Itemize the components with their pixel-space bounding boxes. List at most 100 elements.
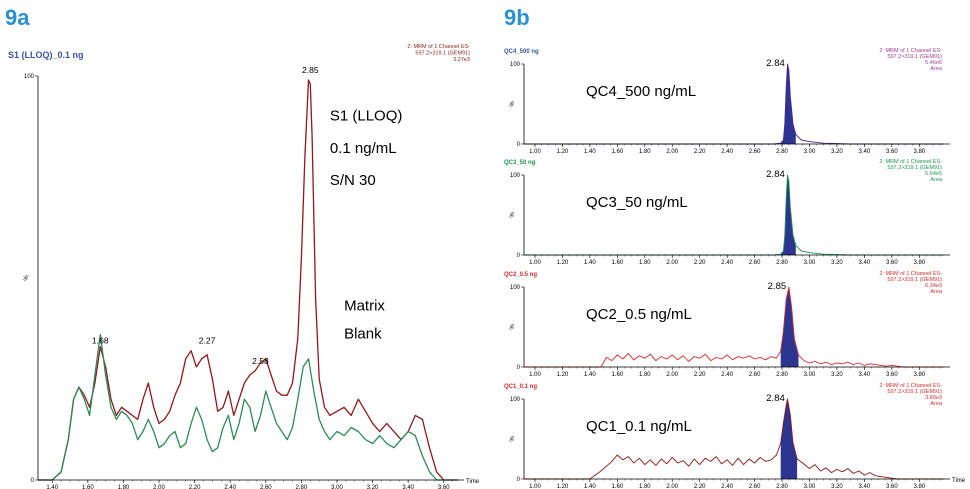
panel0-annotation: Blank <box>344 326 382 343</box>
panel3-x-tick-label: 1.40 <box>584 372 596 378</box>
panel1-y-axis-label: % <box>510 101 516 107</box>
panel2-x-tick-label: 3.20 <box>831 260 843 266</box>
panel0-x-tick-label: 2.80 <box>296 485 308 489</box>
panel3-y-tick-label: 100 <box>510 285 521 291</box>
panel2-x-tick-label: 2.00 <box>666 260 678 266</box>
panel2-x-tick-label: 3.40 <box>859 260 871 266</box>
panel3-x-tick-label: 2.40 <box>721 372 733 378</box>
panel0-series-line-1 <box>38 333 458 481</box>
panel0-annotation: S/N 30 <box>330 172 376 189</box>
panel4-x-tick-label: 2.80 <box>776 484 788 489</box>
panel1-x-tick-label: 3.80 <box>913 149 925 155</box>
panel1-x-tick-label: 3.00 <box>804 149 816 155</box>
panel3-header-line: 6.34e3 <box>925 283 942 289</box>
panel1-y-tick-label: 100 <box>510 62 521 68</box>
panel4-header-line: 597.2>319.1 (GEM91) <box>887 389 942 395</box>
panel4-x-tick-label: 1.80 <box>639 484 651 489</box>
panel3-x-tick-label: 1.60 <box>611 372 623 378</box>
panel0-annotation: 0.1 ng/mL <box>330 140 397 157</box>
panel3-peak-area <box>780 287 799 367</box>
panel1-header-line: 2: MRM of 1 Channel ES- <box>879 48 942 54</box>
panel2-x-tick-label: 3.80 <box>913 260 925 266</box>
panel3-y-axis-label: % <box>510 324 516 330</box>
figure-label-9a: 9a <box>5 5 30 30</box>
panel2-x-tick-label: 1.20 <box>557 260 569 266</box>
panel2-title: QC3_50 ng <box>504 160 536 166</box>
panel3-x-tick-label: 3.00 <box>804 372 816 378</box>
panel1-title: QC4_500 ng <box>504 49 539 55</box>
panel2-peak-area <box>780 175 796 255</box>
figure-label-9b: 9b <box>504 5 530 30</box>
panel0-peak-label: 2.85 <box>302 65 319 75</box>
panel1-header-line: 5.46e6 <box>925 60 942 66</box>
panel4-x-tick-label: 3.00 <box>804 484 816 489</box>
panel2-x-tick-label: 1.60 <box>611 260 623 266</box>
panel4-y-axis-label: % <box>510 436 516 442</box>
panel0-x-tick-label: 1.40 <box>46 485 58 489</box>
panel2-header-line: 5.54e5 <box>925 171 942 177</box>
panel0-annotation: Matrix <box>344 297 385 314</box>
panel1-peak-area <box>780 64 796 144</box>
panel0-annotation: S1 (LLOQ) <box>330 107 403 124</box>
panel2-x-tick-label: 2.60 <box>749 260 761 266</box>
panel0-peak-label: 2.27 <box>199 336 216 346</box>
panel0-x-tick-label: 3.00 <box>331 485 343 489</box>
panel0-y-axis-label: % <box>24 275 30 281</box>
panel0-x-tick-label: 3.20 <box>367 485 379 489</box>
panel2-x-tick-label: 2.80 <box>776 260 788 266</box>
panel1-x-tick-label: 2.20 <box>694 149 706 155</box>
panel3-x-tick-label: 1.20 <box>557 372 569 378</box>
panel3-x-tick-label: 2.80 <box>776 372 788 378</box>
panel2-peak-label: 2.84 <box>766 169 785 180</box>
panel2-x-tick-label: 3.00 <box>804 260 816 266</box>
panel4-x-axis-label: Time <box>952 478 966 484</box>
panel1-x-tick-label: 2.00 <box>666 149 678 155</box>
panel0-x-axis-label: Time <box>466 479 480 485</box>
panel1-x-tick-label: 1.00 <box>529 149 541 155</box>
panel3-header-line: 2: MRM of 1 Channel ES- <box>879 271 942 277</box>
panel2-x-tick-label: 3.60 <box>886 260 898 266</box>
panel4-x-tick-label: 2.20 <box>694 484 706 489</box>
panel1-annotation: QC4_500 ng/mL <box>586 83 696 100</box>
panel1-x-tick-label: 3.40 <box>859 149 871 155</box>
panel3-annotation: QC2_0.5 ng/mL <box>586 306 692 323</box>
panel2-annotation: QC3_50 ng/mL <box>586 194 688 211</box>
panel1-x-tick-label: 1.60 <box>611 149 623 155</box>
panel4-x-tick-label: 3.20 <box>831 484 843 489</box>
panel0-x-tick-label: 1.80 <box>118 485 130 489</box>
panel4-x-tick-label: 2.00 <box>666 484 678 489</box>
panel3-x-tick-label: 3.40 <box>859 372 871 378</box>
panel2-y-tick-label: 100 <box>510 173 521 179</box>
panel3-x-tick-label: 2.60 <box>749 372 761 378</box>
panel2-header-line: 2: MRM of 1 Channel ES- <box>879 159 942 165</box>
panel4-x-tick-label: 2.60 <box>749 484 761 489</box>
panel4-peak-area <box>780 399 798 479</box>
panel1-x-tick-label: 2.80 <box>776 149 788 155</box>
panel3-x-tick-label: 1.00 <box>529 372 541 378</box>
panel4-x-tick-label: 1.40 <box>584 484 596 489</box>
panel1-x-tick-label: 1.20 <box>557 149 569 155</box>
panel3-series-line-0 <box>524 286 944 368</box>
panel1-y-tick-label: 0 <box>517 142 521 148</box>
panel1-peak-label: 2.84 <box>766 58 785 69</box>
panel2-x-tick-label: 1.80 <box>639 260 651 266</box>
panel0-x-tick-label: 1.60 <box>82 485 94 489</box>
panel0-peak-label: 1.68 <box>92 336 109 346</box>
panel3-x-tick-label: 3.20 <box>831 372 843 378</box>
panel4-x-tick-label: 1.20 <box>557 484 569 489</box>
panel3-header-line: 597.2>319.1 (GEM91) <box>887 277 942 283</box>
panel4-header-line: 2: MRM of 1 Channel ES- <box>879 383 942 389</box>
panel4-annotation: QC1_0.1 ng/mL <box>586 418 692 435</box>
panel1-x-tick-label: 3.60 <box>886 149 898 155</box>
panel0-y-tick-label: 0 <box>31 478 35 484</box>
panel4-y-tick-label: 0 <box>517 477 521 483</box>
panel0-x-tick-label: 2.00 <box>153 485 165 489</box>
panel4-x-tick-label: 3.40 <box>859 484 871 489</box>
panel1-x-tick-label: 1.40 <box>584 149 596 155</box>
panel3-y-tick-label: 0 <box>517 365 521 371</box>
panel1-x-tick-label: 1.80 <box>639 149 651 155</box>
panel2-x-tick-label: 2.40 <box>721 260 733 266</box>
panel2-x-tick-label: 1.40 <box>584 260 596 266</box>
panel0-y-tick-label: 100 <box>24 74 35 80</box>
